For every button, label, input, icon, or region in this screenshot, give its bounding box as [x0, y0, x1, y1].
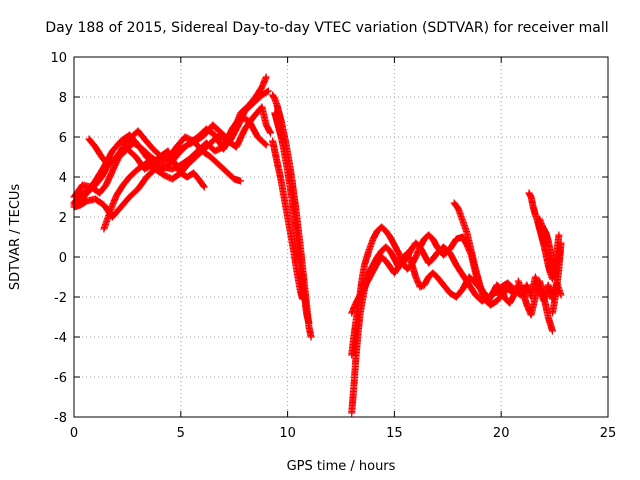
- y-tick-label: 2: [59, 211, 67, 226]
- point-marks: [271, 109, 313, 327]
- y-tick-label: 10: [50, 51, 67, 66]
- point-marks: [100, 103, 274, 233]
- point-marks: [269, 137, 307, 303]
- y-axis-label: SDTVAR / TECUs: [8, 184, 23, 291]
- x-tick-label: 0: [70, 426, 78, 441]
- point-marks: [85, 87, 272, 169]
- plot-frame: [73, 56, 609, 418]
- x-tick-label: 25: [600, 426, 617, 441]
- series-pass-9: [269, 137, 307, 303]
- x-tick-label: 15: [386, 426, 403, 441]
- series-pass-4: [70, 113, 270, 221]
- y-tick-label: 4: [59, 171, 67, 186]
- y-tick-label: 8: [59, 91, 67, 106]
- y-tick-label: -6: [54, 371, 67, 386]
- point-marks: [514, 273, 565, 305]
- y-tick-label: 0: [59, 251, 67, 266]
- series-pass-11: [348, 223, 514, 359]
- series-pass-5: [85, 87, 272, 169]
- y-tick-label: -4: [54, 331, 67, 346]
- data-points: [70, 73, 565, 417]
- grid-lines: [74, 57, 608, 417]
- x-axis-label: GPS time / hours: [287, 459, 396, 474]
- chart-title: Day 188 of 2015, Sidereal Day-to-day VTE…: [45, 20, 608, 36]
- y-tick-label: -2: [54, 291, 67, 306]
- y-tick-label: -8: [54, 411, 67, 426]
- x-tick-label: 20: [493, 426, 510, 441]
- point-marks: [70, 113, 270, 221]
- axis-ticks: 0 5 10 15 20 25 -8 -6 -4 -2 0 2 4 6 8 10: [50, 51, 616, 441]
- x-tick-label: 5: [177, 426, 185, 441]
- y-tick-label: 6: [59, 131, 67, 146]
- point-marks: [348, 223, 514, 359]
- series-pass-16: [514, 273, 565, 305]
- series-pass-8: [271, 109, 313, 327]
- series-pass-6: [100, 103, 274, 233]
- x-tick-label: 10: [279, 426, 296, 441]
